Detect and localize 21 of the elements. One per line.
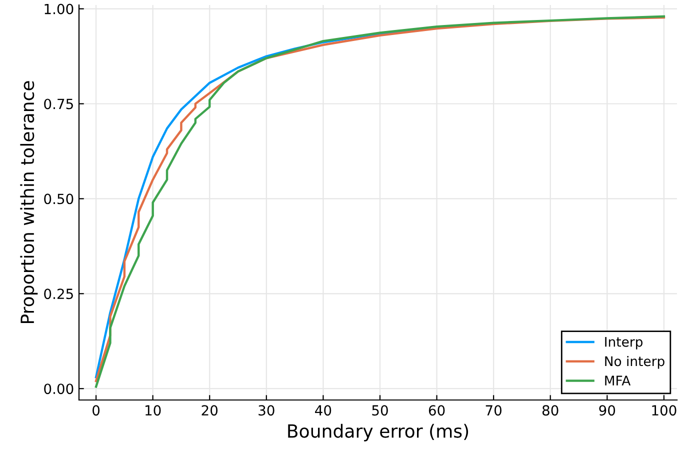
y-axis-title: Proportion within tolerance	[20, 81, 38, 324]
y-tick-label: 0.25	[44, 288, 73, 300]
y-tick-label: 0.75	[44, 98, 73, 110]
x-tick-label: 20	[202, 405, 218, 416]
legend-label: No interp	[605, 356, 664, 369]
x-axis-title: Boundary error (ms)	[288, 424, 468, 442]
x-tick-label: 60	[428, 405, 445, 416]
x-tick-label: 0	[92, 405, 100, 416]
x-tick-label: 100	[652, 405, 676, 416]
y-tick-label: 1.00	[44, 4, 74, 14]
x-tick-label: 40	[315, 405, 332, 416]
x-tick-label: 30	[258, 405, 274, 416]
x-tick-label: 90	[599, 405, 616, 416]
x-tick-label: 70	[486, 405, 502, 416]
y-tick-label: 0.00	[44, 384, 74, 394]
x-tick-label: 10	[146, 405, 161, 416]
legend-label: MFA	[605, 376, 631, 386]
legend-label: Interp	[605, 337, 642, 350]
y-tick-label: 0.50	[44, 194, 74, 204]
x-tick-label: 50	[372, 405, 388, 416]
x-tick-label: 80	[542, 405, 558, 416]
